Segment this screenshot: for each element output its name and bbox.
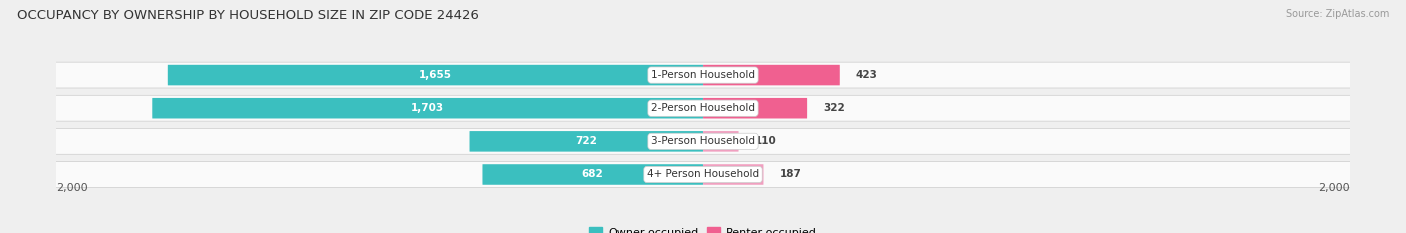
FancyBboxPatch shape [37, 62, 1369, 88]
FancyBboxPatch shape [470, 131, 703, 152]
Text: 2-Person Household: 2-Person Household [651, 103, 755, 113]
Text: 4+ Person Household: 4+ Person Household [647, 169, 759, 179]
Legend: Owner-occupied, Renter-occupied: Owner-occupied, Renter-occupied [585, 223, 821, 233]
FancyBboxPatch shape [703, 98, 807, 119]
Text: 1,655: 1,655 [419, 70, 451, 80]
Text: 1,703: 1,703 [411, 103, 444, 113]
FancyBboxPatch shape [703, 164, 763, 185]
FancyBboxPatch shape [703, 131, 738, 152]
Text: OCCUPANCY BY OWNERSHIP BY HOUSEHOLD SIZE IN ZIP CODE 24426: OCCUPANCY BY OWNERSHIP BY HOUSEHOLD SIZE… [17, 9, 479, 22]
FancyBboxPatch shape [152, 98, 703, 119]
Text: 682: 682 [582, 169, 603, 179]
Text: 187: 187 [780, 169, 801, 179]
FancyBboxPatch shape [37, 161, 1369, 187]
FancyBboxPatch shape [37, 95, 1369, 121]
Text: 1-Person Household: 1-Person Household [651, 70, 755, 80]
Text: Source: ZipAtlas.com: Source: ZipAtlas.com [1285, 9, 1389, 19]
FancyBboxPatch shape [167, 65, 703, 85]
Text: 423: 423 [856, 70, 877, 80]
Text: 2,000: 2,000 [56, 183, 87, 193]
Text: 2,000: 2,000 [1319, 183, 1350, 193]
FancyBboxPatch shape [703, 65, 839, 85]
Text: 110: 110 [755, 136, 776, 146]
Text: 3-Person Household: 3-Person Household [651, 136, 755, 146]
Text: 322: 322 [824, 103, 845, 113]
FancyBboxPatch shape [482, 164, 703, 185]
Text: 722: 722 [575, 136, 598, 146]
FancyBboxPatch shape [37, 128, 1369, 154]
